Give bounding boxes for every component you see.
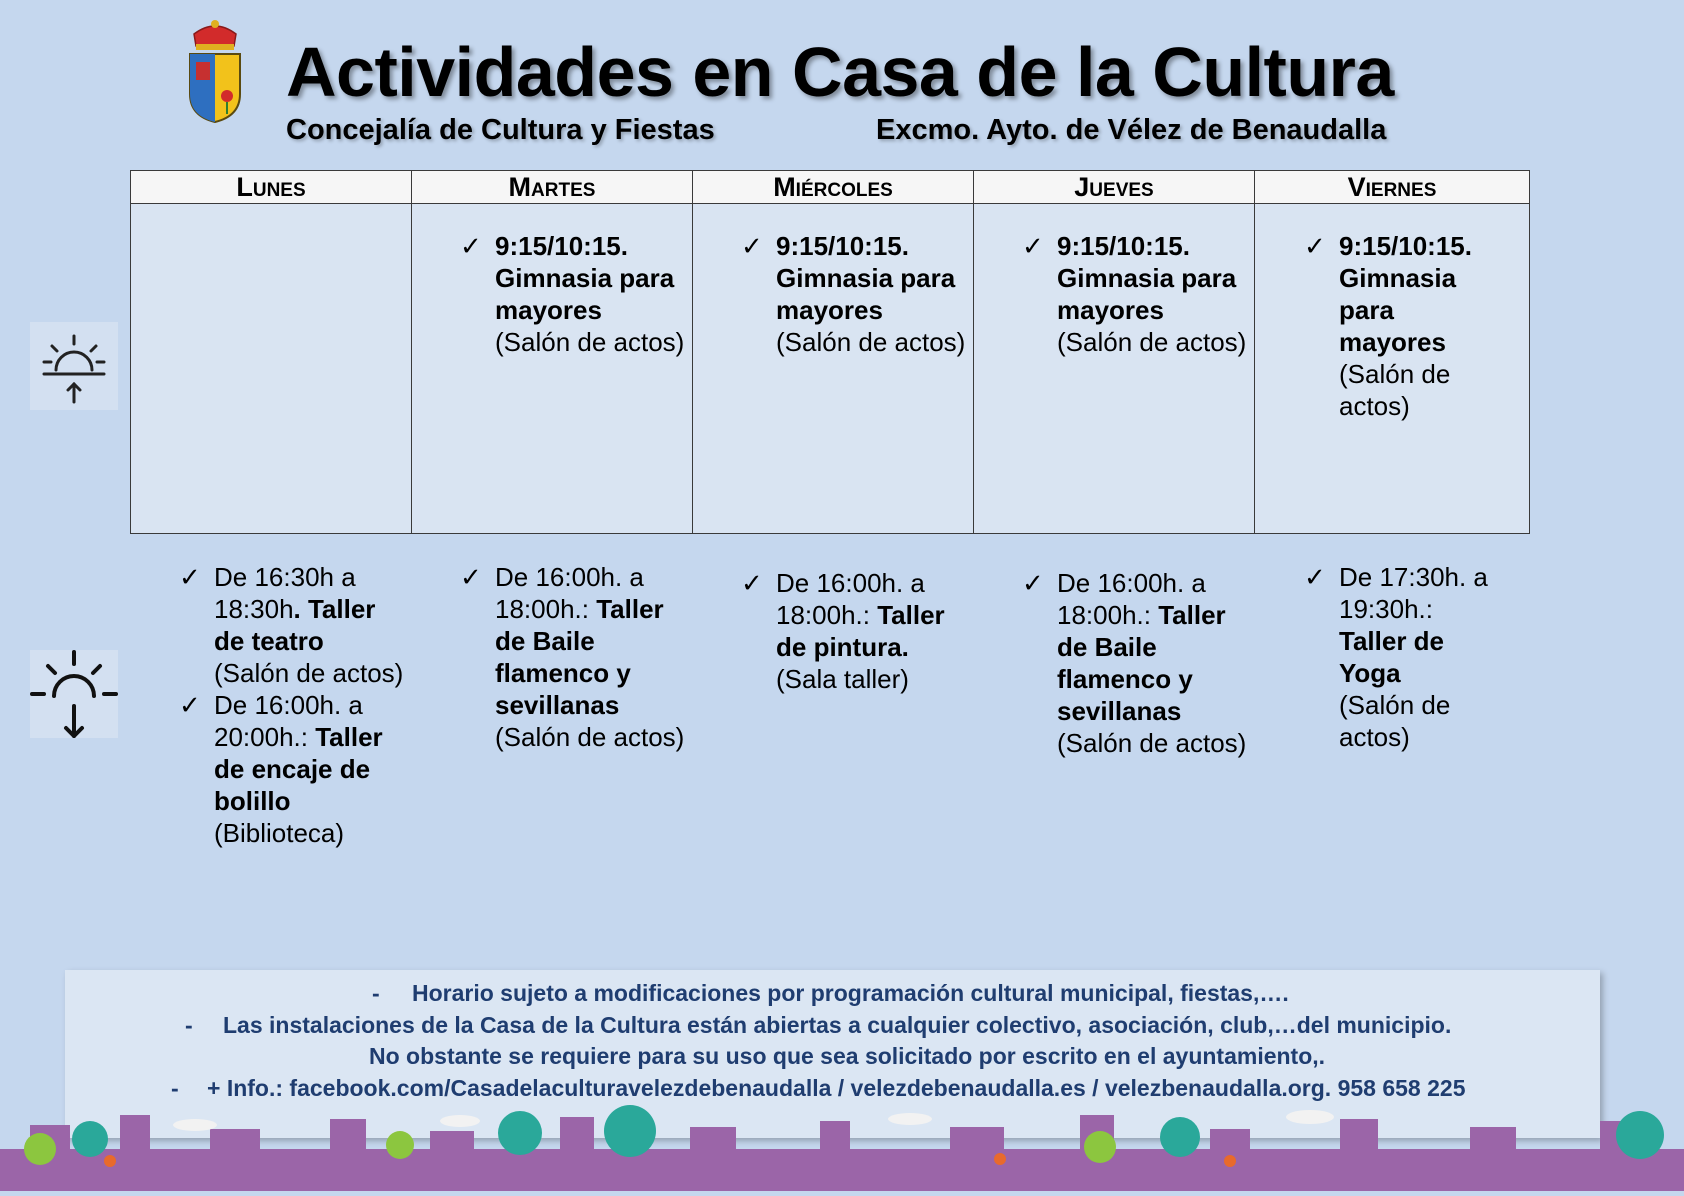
list-item: ✓ 9:15/10:15. Gimnasia para mayores (Sal… (1022, 230, 1247, 358)
list-item: ✓ 9:15/10:15. Gimnasia para mayores (Sal… (1304, 230, 1489, 422)
note-line: No obstante se requiere para su uso que … (369, 1043, 1326, 1069)
day-header-miercoles: Miércoles (692, 170, 974, 204)
activity-name: Gimnasia para mayores (495, 263, 675, 325)
activity-place: (Salón de actos) (1339, 359, 1451, 421)
activity-place: (Salón de actos) (495, 327, 685, 357)
activity-place: (Biblioteca) (214, 818, 345, 848)
list-item: ✓ 9:15/10:15. Gimnasia para mayores (Sal… (741, 230, 966, 358)
activity-time: De 16:00h. a 20:00h.: (214, 690, 363, 752)
sunrise-icon (30, 322, 118, 410)
activity-place: (Salón de actos) (1057, 327, 1247, 357)
morning-row (130, 203, 1530, 534)
activity-name: . Taller de teatro (214, 594, 376, 656)
cell-morning-lunes (130, 203, 412, 534)
weekly-schedule-table: Lunes Martes Miércoles Jueves Viernes (130, 170, 1530, 534)
activity-place: (Salón de actos) (1057, 728, 1247, 758)
activity-time: 9:15/10:15. (776, 231, 909, 261)
sunset-icon (30, 650, 118, 738)
check-icon: ✓ (741, 568, 763, 598)
list-item: ✓ De 16:00h. a 18:00h.: Taller de Baile … (1022, 567, 1247, 759)
cell-morning-martes (411, 203, 693, 534)
notes-box: - Horario sujeto a modificaciones por pro… (65, 970, 1600, 1138)
activity-time: De 17:30h. a 19:30h.: (1339, 562, 1488, 624)
activity-name: Gimnasia para mayores (1339, 263, 1457, 357)
check-icon: ✓ (741, 231, 763, 261)
municipal-crest-icon (184, 16, 246, 124)
list-item: ✓ De 17:30h. a 19:30h.: Taller de Yoga (… (1304, 561, 1499, 753)
list-item: ✓ De 16:30h a 18:30h. Taller de teatro (… (179, 561, 409, 849)
list-item: ✓ 9:15/10:15. Gimnasia para mayores (Sal… (460, 230, 685, 358)
check-icon: ✓ (1304, 562, 1326, 592)
activity-name: Taller de Baile flamenco y sevillanas (495, 594, 664, 720)
activity-name: Taller de pintura. (776, 600, 945, 662)
table-header-row: Lunes Martes Miércoles Jueves Viernes (130, 170, 1530, 204)
check-icon: ✓ (1022, 568, 1044, 598)
check-icon: ✓ (179, 690, 201, 720)
activity-time: De 16:30h a 18:30h (214, 562, 356, 624)
activity-name: Gimnasia para mayores (776, 263, 956, 325)
note-line: - Las instalaciones de la Casa de la Cult… (185, 1012, 1452, 1038)
subtitle-council: Excmo. Ayto. de Vélez de Benaudalla (876, 114, 1387, 146)
activity-place: (Salón de actos) (214, 658, 404, 688)
check-icon: ✓ (460, 231, 482, 261)
activity-name: Taller de Baile flamenco y sevillanas (1057, 600, 1226, 726)
check-icon: ✓ (460, 562, 482, 592)
activity-place: (Salón de actos) (776, 327, 966, 357)
activity-time: 9:15/10:15. (495, 231, 628, 261)
page-title: Actividades en Casa de la Cultura (286, 33, 1394, 111)
list-item: ✓ De 16:00h. a 18:00h.: Taller de Baile … (460, 561, 685, 753)
check-icon: ✓ (179, 562, 201, 592)
activity-place: (Sala taller) (776, 664, 909, 694)
day-header-martes: Martes (411, 170, 693, 204)
activity-time: 9:15/10:15. (1339, 231, 1472, 261)
check-icon: ✓ (1304, 231, 1326, 261)
list-item: ✓ De 16:00h. a 18:00h.: Taller de pintur… (741, 567, 966, 695)
activity-time: De 16:00h. a 18:00h.: (1057, 568, 1206, 630)
activity-name: Gimnasia para mayores (1057, 263, 1237, 325)
activity-time: De 16:00h. a 18:00h.: (495, 562, 644, 624)
activity-name: Taller de Yoga (1339, 626, 1445, 688)
day-header-jueves: Jueves (973, 170, 1255, 204)
activity-place: (Salón de actos) (495, 722, 685, 752)
activity-time: 9:15/10:15. (1057, 231, 1190, 261)
activity-place: (Salón de actos) (1339, 690, 1451, 752)
day-header-viernes: Viernes (1254, 170, 1530, 204)
check-icon: ✓ (1022, 231, 1044, 261)
activity-time: De 16:00h. a 18:00h.: (776, 568, 925, 630)
subtitle-department: Concejalía de Cultura y Fiestas (286, 114, 715, 146)
town-skyline-illustration (0, 1105, 1684, 1191)
activity-name: Taller de encaje de bolillo (214, 722, 383, 816)
day-header-lunes: Lunes (130, 170, 412, 204)
note-line: - + Info.: facebook.com/Casadelaculturave… (171, 1075, 1466, 1101)
note-line: - Horario sujeto a modificaciones por pro… (372, 980, 1289, 1006)
